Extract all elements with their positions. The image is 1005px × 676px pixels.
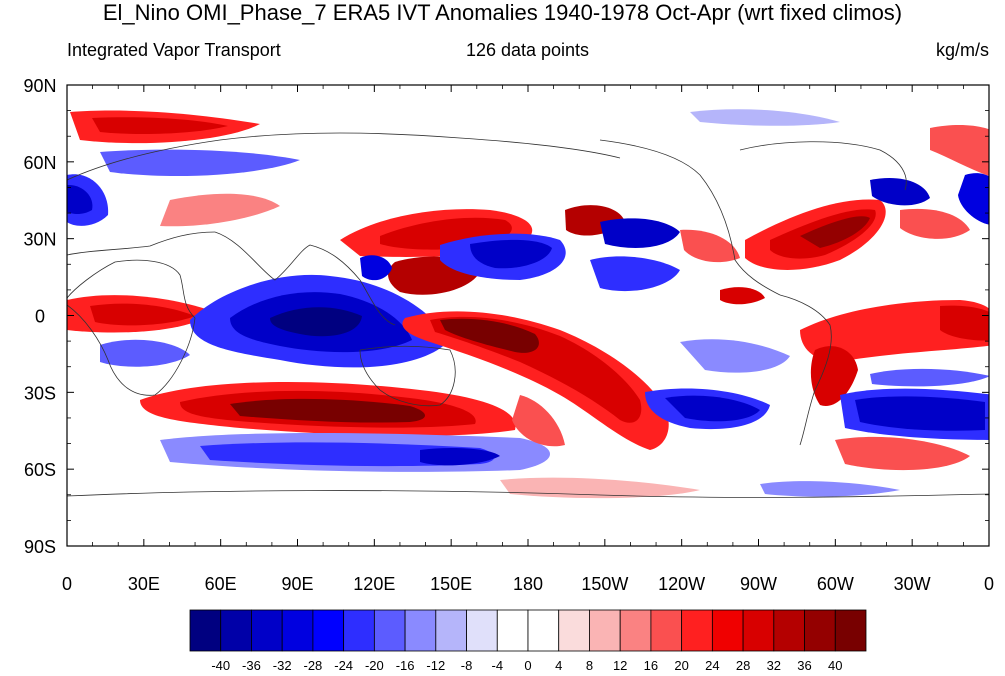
colorbar-label: -16: [396, 658, 415, 673]
colorbar-label: 16: [644, 658, 658, 673]
lon-tick-label: 90W: [740, 574, 777, 594]
lat-tick-label: 90S: [24, 537, 56, 557]
colorbar-label: 32: [767, 658, 781, 673]
colorbar-box: [189, 609, 222, 652]
lon-tick-label: 180: [513, 574, 543, 594]
colorbar-box: [466, 609, 498, 652]
colorbar-box: [220, 609, 252, 652]
right-string: kg/m/s: [935, 40, 989, 60]
lat-tick-label: 90N: [23, 76, 56, 96]
longitude-axis: 0 30E 60E 90E 120E 150E 180 150W 120W 90W 60W 30W 0: [62, 85, 994, 594]
lat-tick-label: 30N: [23, 230, 56, 250]
latitude-axis: 90N 60N 30N 0 30S 60S 90S: [23, 76, 989, 557]
coastlines: [67, 132, 989, 498]
colorbar-box: [834, 609, 867, 652]
colorbar-box: [558, 609, 590, 652]
lat-tick-label: 60N: [23, 153, 56, 173]
colorbar-box: [373, 609, 406, 652]
colorbar-label: 40: [828, 658, 842, 673]
lon-tick-label: 120E: [353, 574, 395, 594]
colorbar-label: 28: [736, 658, 750, 673]
colorbar-label: 8: [586, 658, 593, 673]
lon-tick-label: 0: [984, 574, 994, 594]
anomaly-field: [67, 109, 989, 499]
colorbar-label: -32: [273, 658, 292, 673]
lon-tick-label: 30W: [894, 574, 931, 594]
colorbar-box: [404, 609, 437, 652]
lon-tick-label: 60W: [817, 574, 854, 594]
colorbar-label: 36: [797, 658, 811, 673]
colorbar-label: 20: [674, 658, 688, 673]
lat-tick-label: 30S: [24, 383, 56, 403]
lat-tick-label: 0: [35, 307, 45, 327]
colorbar-box: [773, 609, 805, 652]
colorbar-box: [681, 609, 713, 652]
colorbar-label: -40: [211, 658, 230, 673]
colorbar-label: -24: [334, 658, 353, 673]
lon-tick-label: 30E: [128, 574, 160, 594]
colorbar-box: [343, 609, 375, 652]
colorbar-box: [435, 609, 467, 652]
colorbar-label: 0: [524, 658, 531, 673]
colorbar-box: [312, 609, 345, 652]
colorbar-label: 24: [705, 658, 719, 673]
lat-tick-label: 60S: [24, 460, 56, 480]
lon-tick-label: 60E: [205, 574, 237, 594]
colorbar: -40 -36 -32 -28 -24 -20 -16 -12 -8 -4 0 4 8 12 16 20 24 2…: [189, 609, 867, 673]
colorbar-label: -36: [242, 658, 261, 673]
colorbar-box: [742, 609, 775, 652]
colorbar-box: [496, 609, 529, 652]
plot-title: El_Nino OMI_Phase_7 ERA5 IVT Anomalies 1…: [102, 0, 903, 25]
lon-tick-label: 120W: [658, 574, 705, 594]
colorbar-box: [527, 609, 560, 652]
colorbar-box: [589, 609, 621, 652]
colorbar-label: -28: [304, 658, 323, 673]
colorbar-box: [711, 609, 744, 652]
colorbar-label: -20: [365, 658, 384, 673]
colorbar-label: -12: [426, 658, 445, 673]
colorbar-box: [650, 609, 683, 652]
colorbar-label: 4: [555, 658, 562, 673]
lon-tick-label: 90E: [281, 574, 313, 594]
lon-tick-label: 150W: [581, 574, 628, 594]
lon-tick-label: 0: [62, 574, 72, 594]
colorbar-label: -8: [461, 658, 473, 673]
colorbar-label: 12: [613, 658, 627, 673]
colorbar-box: [251, 609, 283, 652]
colorbar-label: -4: [491, 658, 503, 673]
colorbar-box: [281, 609, 314, 652]
colorbar-box: [804, 609, 836, 652]
center-string: 126 data points: [465, 40, 590, 60]
left-string: Integrated Vapor Transport: [67, 40, 281, 60]
lon-tick-label: 150E: [430, 574, 472, 594]
colorbar-box: [619, 609, 652, 652]
